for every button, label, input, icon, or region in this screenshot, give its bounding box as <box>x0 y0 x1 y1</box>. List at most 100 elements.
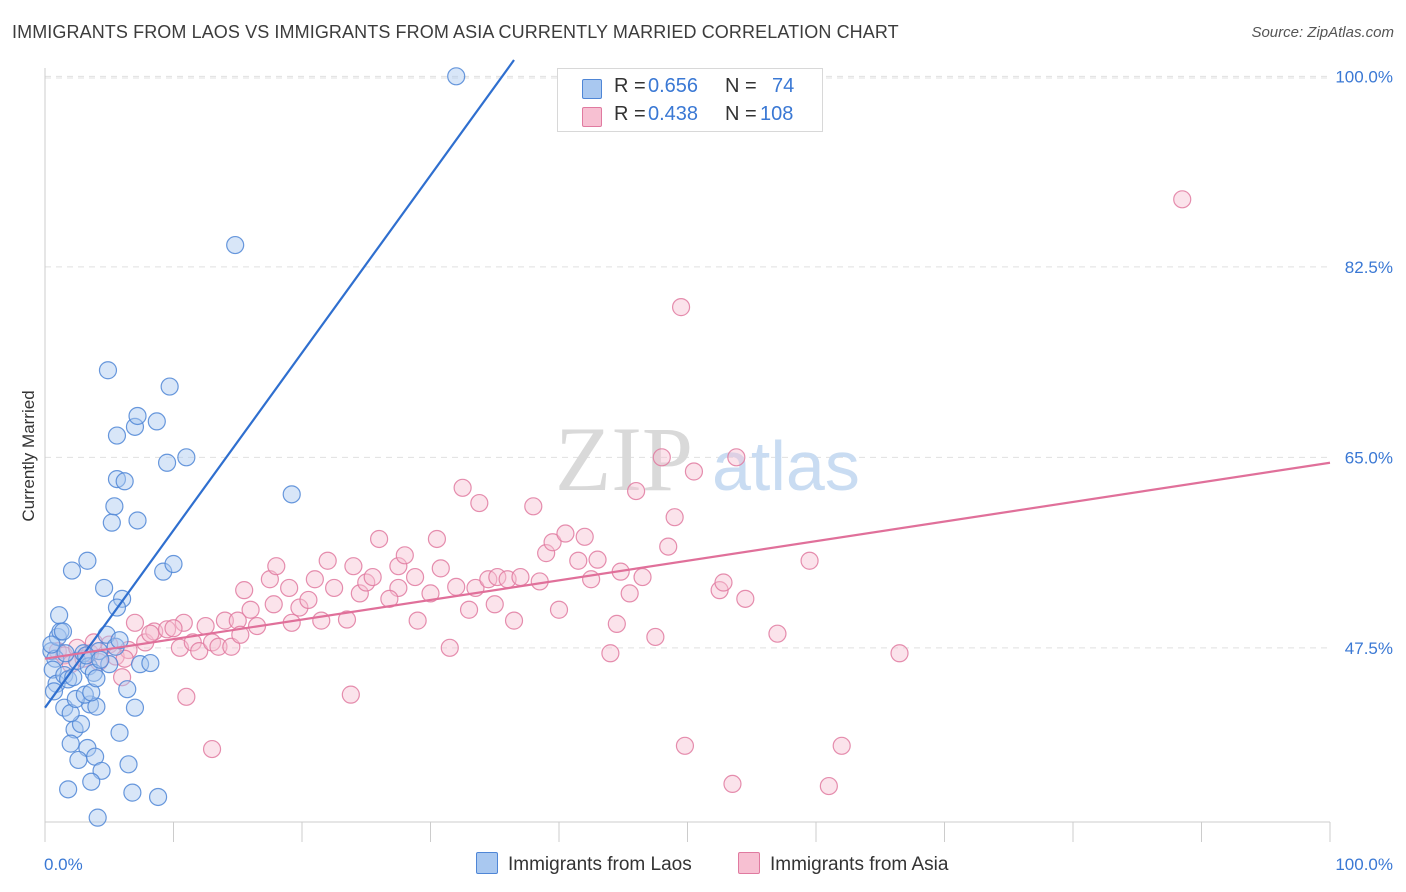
point-asia <box>537 544 556 563</box>
point-asia <box>569 551 588 570</box>
correlation-legend: R = 0.656 N = 74 R = 0.438 N = 108 <box>557 68 823 132</box>
point-laos <box>226 235 245 255</box>
point-laos <box>105 497 124 516</box>
point-asia <box>196 616 215 636</box>
point-asia <box>556 524 575 543</box>
point-laos <box>177 448 196 467</box>
point-asia <box>485 595 504 614</box>
point-laos <box>447 67 466 86</box>
point-laos <box>98 361 118 380</box>
legend-swatch-laos <box>582 79 602 99</box>
point-asia <box>819 776 838 796</box>
point-laos <box>160 377 179 396</box>
legend-n-label: N = <box>725 103 757 125</box>
point-laos <box>87 697 106 716</box>
point-laos <box>128 406 147 426</box>
x-tick-label-max: 100.0% <box>1335 855 1393 874</box>
y-tick-label: 100.0% <box>1335 67 1393 86</box>
point-asia <box>504 611 524 630</box>
point-asia <box>470 493 489 513</box>
y-tick-label: 82.5% <box>1345 258 1393 277</box>
point-laos <box>282 485 301 504</box>
point-asia <box>299 590 318 610</box>
point-laos <box>44 682 64 701</box>
point-asia <box>549 600 569 619</box>
point-asia <box>164 619 183 638</box>
point-asia <box>727 448 746 467</box>
series-laos-points <box>42 67 466 827</box>
point-laos <box>62 561 82 580</box>
point-asia <box>141 624 160 643</box>
point-asia <box>723 774 742 794</box>
point-laos <box>119 755 138 774</box>
point-laos <box>110 631 129 650</box>
point-asia <box>325 578 344 598</box>
point-laos <box>88 808 107 827</box>
point-laos <box>164 554 183 574</box>
point-asia <box>177 687 196 706</box>
trend-line-asia <box>44 461 1331 660</box>
tick-labels: 47.5% 65.0% 82.5% 100.0% 0.0% 100.0% <box>44 67 1393 874</box>
point-asia <box>440 638 459 657</box>
legend-r-value-asia: 0.438 <box>648 103 699 125</box>
point-asia <box>202 739 222 759</box>
point-laos <box>115 472 134 491</box>
legend-n-label: N = <box>725 75 757 97</box>
axis-layer <box>44 68 1331 842</box>
watermark: ZIP atlas <box>555 408 860 510</box>
legend-r-label: R = <box>614 103 646 125</box>
point-asia <box>890 644 909 663</box>
point-asia <box>671 298 691 317</box>
y-tick-label: 65.0% <box>1345 448 1393 467</box>
point-laos <box>43 660 62 679</box>
grid-layer <box>45 75 1330 649</box>
point-laos <box>100 655 119 674</box>
point-laos <box>125 417 145 436</box>
point-asia <box>363 567 382 587</box>
bottom-legend-swatch-asia <box>738 852 760 874</box>
point-asia <box>174 613 193 632</box>
point-laos <box>102 513 121 532</box>
point-asia <box>511 567 530 587</box>
point-asia <box>350 584 369 603</box>
point-laos <box>148 787 168 807</box>
point-laos <box>125 698 145 717</box>
point-laos <box>53 622 73 641</box>
point-asia <box>337 610 357 629</box>
point-asia <box>447 577 466 596</box>
point-asia <box>832 736 851 755</box>
point-asia <box>215 611 234 630</box>
point-laos <box>141 653 160 673</box>
point-asia <box>575 527 594 546</box>
bottom-legend-label-laos: Immigrants from Laos <box>508 854 692 875</box>
point-laos <box>61 734 80 753</box>
point-asia <box>318 551 337 570</box>
point-laos <box>78 551 97 570</box>
point-laos <box>118 680 137 699</box>
point-asia <box>305 570 324 589</box>
point-laos <box>61 704 80 723</box>
point-asia <box>421 584 440 603</box>
point-laos <box>87 669 106 688</box>
y-tick-label: 47.5% <box>1345 639 1393 658</box>
point-asia <box>626 481 646 501</box>
point-asia <box>620 584 639 603</box>
bottom-legend-laos: Immigrants from Laos <box>476 852 692 876</box>
point-laos <box>66 689 85 709</box>
point-asia <box>633 567 652 587</box>
point-asia <box>408 611 427 630</box>
point-laos <box>69 750 88 770</box>
point-asia <box>264 595 283 614</box>
trend-lines <box>44 59 1331 709</box>
point-asia <box>395 546 414 565</box>
point-laos <box>56 644 75 663</box>
point-asia <box>675 736 695 755</box>
point-laos <box>91 650 110 669</box>
point-laos <box>154 562 173 581</box>
point-asia <box>714 573 733 592</box>
point-asia <box>209 637 228 656</box>
y-axis-label: Currently Married <box>19 390 38 521</box>
point-asia <box>344 557 363 576</box>
point-asia <box>607 614 626 633</box>
